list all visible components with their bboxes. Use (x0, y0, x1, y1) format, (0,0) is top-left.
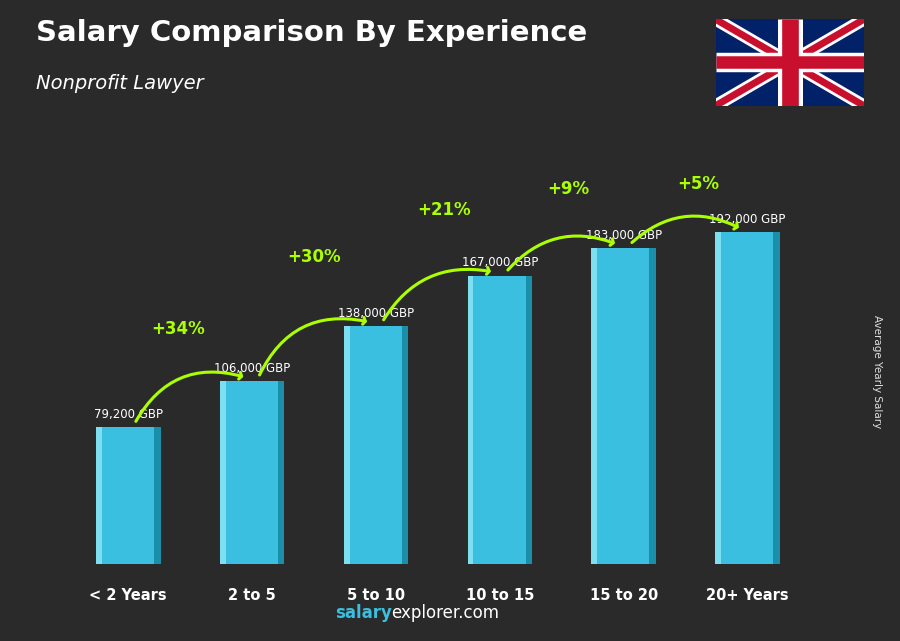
Bar (650, 248, 656, 564)
Text: 10 to 15: 10 to 15 (465, 588, 534, 603)
Bar (344, 326, 409, 564)
Text: 138,000 GBP: 138,000 GBP (338, 306, 414, 320)
Text: +5%: +5% (677, 175, 719, 193)
Bar (773, 232, 779, 564)
Text: 192,000 GBP: 192,000 GBP (709, 213, 786, 226)
Text: 2 to 5: 2 to 5 (229, 588, 276, 603)
Bar (220, 381, 226, 564)
Text: 79,200 GBP: 79,200 GBP (94, 408, 163, 421)
Bar (220, 381, 284, 564)
Text: salary: salary (335, 604, 392, 622)
Text: 20+ Years: 20+ Years (706, 588, 788, 603)
Text: +9%: +9% (547, 180, 589, 198)
Bar (591, 248, 656, 564)
Bar (716, 232, 721, 564)
Text: 167,000 GBP: 167,000 GBP (462, 256, 538, 269)
Text: +34%: +34% (151, 320, 204, 338)
Text: Average Yearly Salary: Average Yearly Salary (872, 315, 883, 428)
Bar (278, 381, 284, 564)
Text: 183,000 GBP: 183,000 GBP (586, 229, 662, 242)
Text: 15 to 20: 15 to 20 (590, 588, 658, 603)
Text: Nonprofit Lawyer: Nonprofit Lawyer (36, 74, 203, 93)
Text: +30%: +30% (287, 247, 341, 265)
Bar (401, 326, 409, 564)
Text: +21%: +21% (418, 201, 471, 219)
Bar (716, 232, 779, 564)
Text: < 2 Years: < 2 Years (89, 588, 167, 603)
Bar (344, 326, 349, 564)
Text: 5 to 10: 5 to 10 (346, 588, 405, 603)
Bar (591, 248, 598, 564)
Bar (526, 276, 532, 564)
Text: 106,000 GBP: 106,000 GBP (214, 362, 291, 375)
Bar (96, 428, 102, 564)
Bar (468, 276, 473, 564)
Text: Salary Comparison By Experience: Salary Comparison By Experience (36, 19, 587, 47)
Bar (154, 428, 160, 564)
Bar (96, 428, 160, 564)
Text: explorer.com: explorer.com (392, 604, 500, 622)
Bar (468, 276, 532, 564)
